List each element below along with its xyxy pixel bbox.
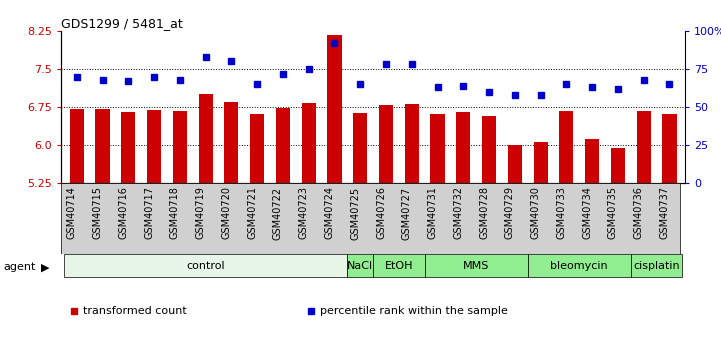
Text: MMS: MMS <box>463 261 490 270</box>
Text: GSM40718: GSM40718 <box>170 186 180 239</box>
Bar <box>456 112 470 345</box>
Bar <box>663 114 676 345</box>
Text: GSM40729: GSM40729 <box>505 186 515 239</box>
Bar <box>327 34 342 345</box>
Bar <box>430 114 445 345</box>
FancyBboxPatch shape <box>425 254 528 277</box>
Text: agent: agent <box>4 263 36 272</box>
Text: NaCl: NaCl <box>348 261 373 270</box>
Text: bleomycin: bleomycin <box>550 261 608 270</box>
Text: GSM40716: GSM40716 <box>118 186 128 239</box>
Bar <box>301 103 316 345</box>
Bar <box>559 111 573 345</box>
Bar <box>276 108 290 345</box>
Text: GSM40721: GSM40721 <box>247 186 257 239</box>
Bar <box>173 111 187 345</box>
Text: GSM40736: GSM40736 <box>634 186 644 239</box>
Bar <box>121 112 136 345</box>
Text: cisplatin: cisplatin <box>633 261 680 270</box>
Bar <box>250 114 264 345</box>
Text: GSM40714: GSM40714 <box>67 186 76 239</box>
Text: GSM40731: GSM40731 <box>428 186 438 239</box>
FancyBboxPatch shape <box>631 254 682 277</box>
Text: GSM40722: GSM40722 <box>273 186 283 239</box>
FancyBboxPatch shape <box>528 254 631 277</box>
Bar <box>611 148 625 345</box>
Text: GSM40719: GSM40719 <box>195 186 205 239</box>
Bar <box>508 145 522 345</box>
Bar <box>224 102 239 345</box>
Text: GSM40734: GSM40734 <box>582 186 592 239</box>
Text: GSM40724: GSM40724 <box>324 186 335 239</box>
Text: GSM40720: GSM40720 <box>221 186 231 239</box>
FancyBboxPatch shape <box>373 254 425 277</box>
Text: GSM40717: GSM40717 <box>144 186 154 239</box>
Bar <box>637 111 651 345</box>
Text: GSM40735: GSM40735 <box>608 186 618 239</box>
Text: ▶: ▶ <box>40 263 49 272</box>
Bar <box>147 110 162 345</box>
Bar <box>482 116 496 345</box>
Text: GSM40730: GSM40730 <box>531 186 541 239</box>
Text: GSM40715: GSM40715 <box>92 186 102 239</box>
Text: GSM40737: GSM40737 <box>660 186 670 239</box>
Bar <box>70 109 84 345</box>
FancyBboxPatch shape <box>348 254 373 277</box>
Text: control: control <box>186 261 225 270</box>
Bar <box>585 139 599 345</box>
Bar <box>404 105 419 345</box>
Bar <box>353 113 367 345</box>
Text: GSM40725: GSM40725 <box>350 186 360 239</box>
Bar <box>95 109 110 345</box>
Text: percentile rank within the sample: percentile rank within the sample <box>320 306 508 316</box>
Text: EtOH: EtOH <box>384 261 413 270</box>
Bar <box>198 94 213 345</box>
Text: GSM40726: GSM40726 <box>376 186 386 239</box>
Bar <box>534 142 548 345</box>
Text: GSM40723: GSM40723 <box>298 186 309 239</box>
Text: GSM40732: GSM40732 <box>454 186 464 239</box>
Text: GSM40733: GSM40733 <box>557 186 567 239</box>
Text: GDS1299 / 5481_at: GDS1299 / 5481_at <box>61 17 183 30</box>
Text: GSM40728: GSM40728 <box>479 186 489 239</box>
Bar <box>379 106 393 345</box>
Text: GSM40727: GSM40727 <box>402 186 412 239</box>
Text: transformed count: transformed count <box>83 306 187 316</box>
FancyBboxPatch shape <box>64 254 348 277</box>
